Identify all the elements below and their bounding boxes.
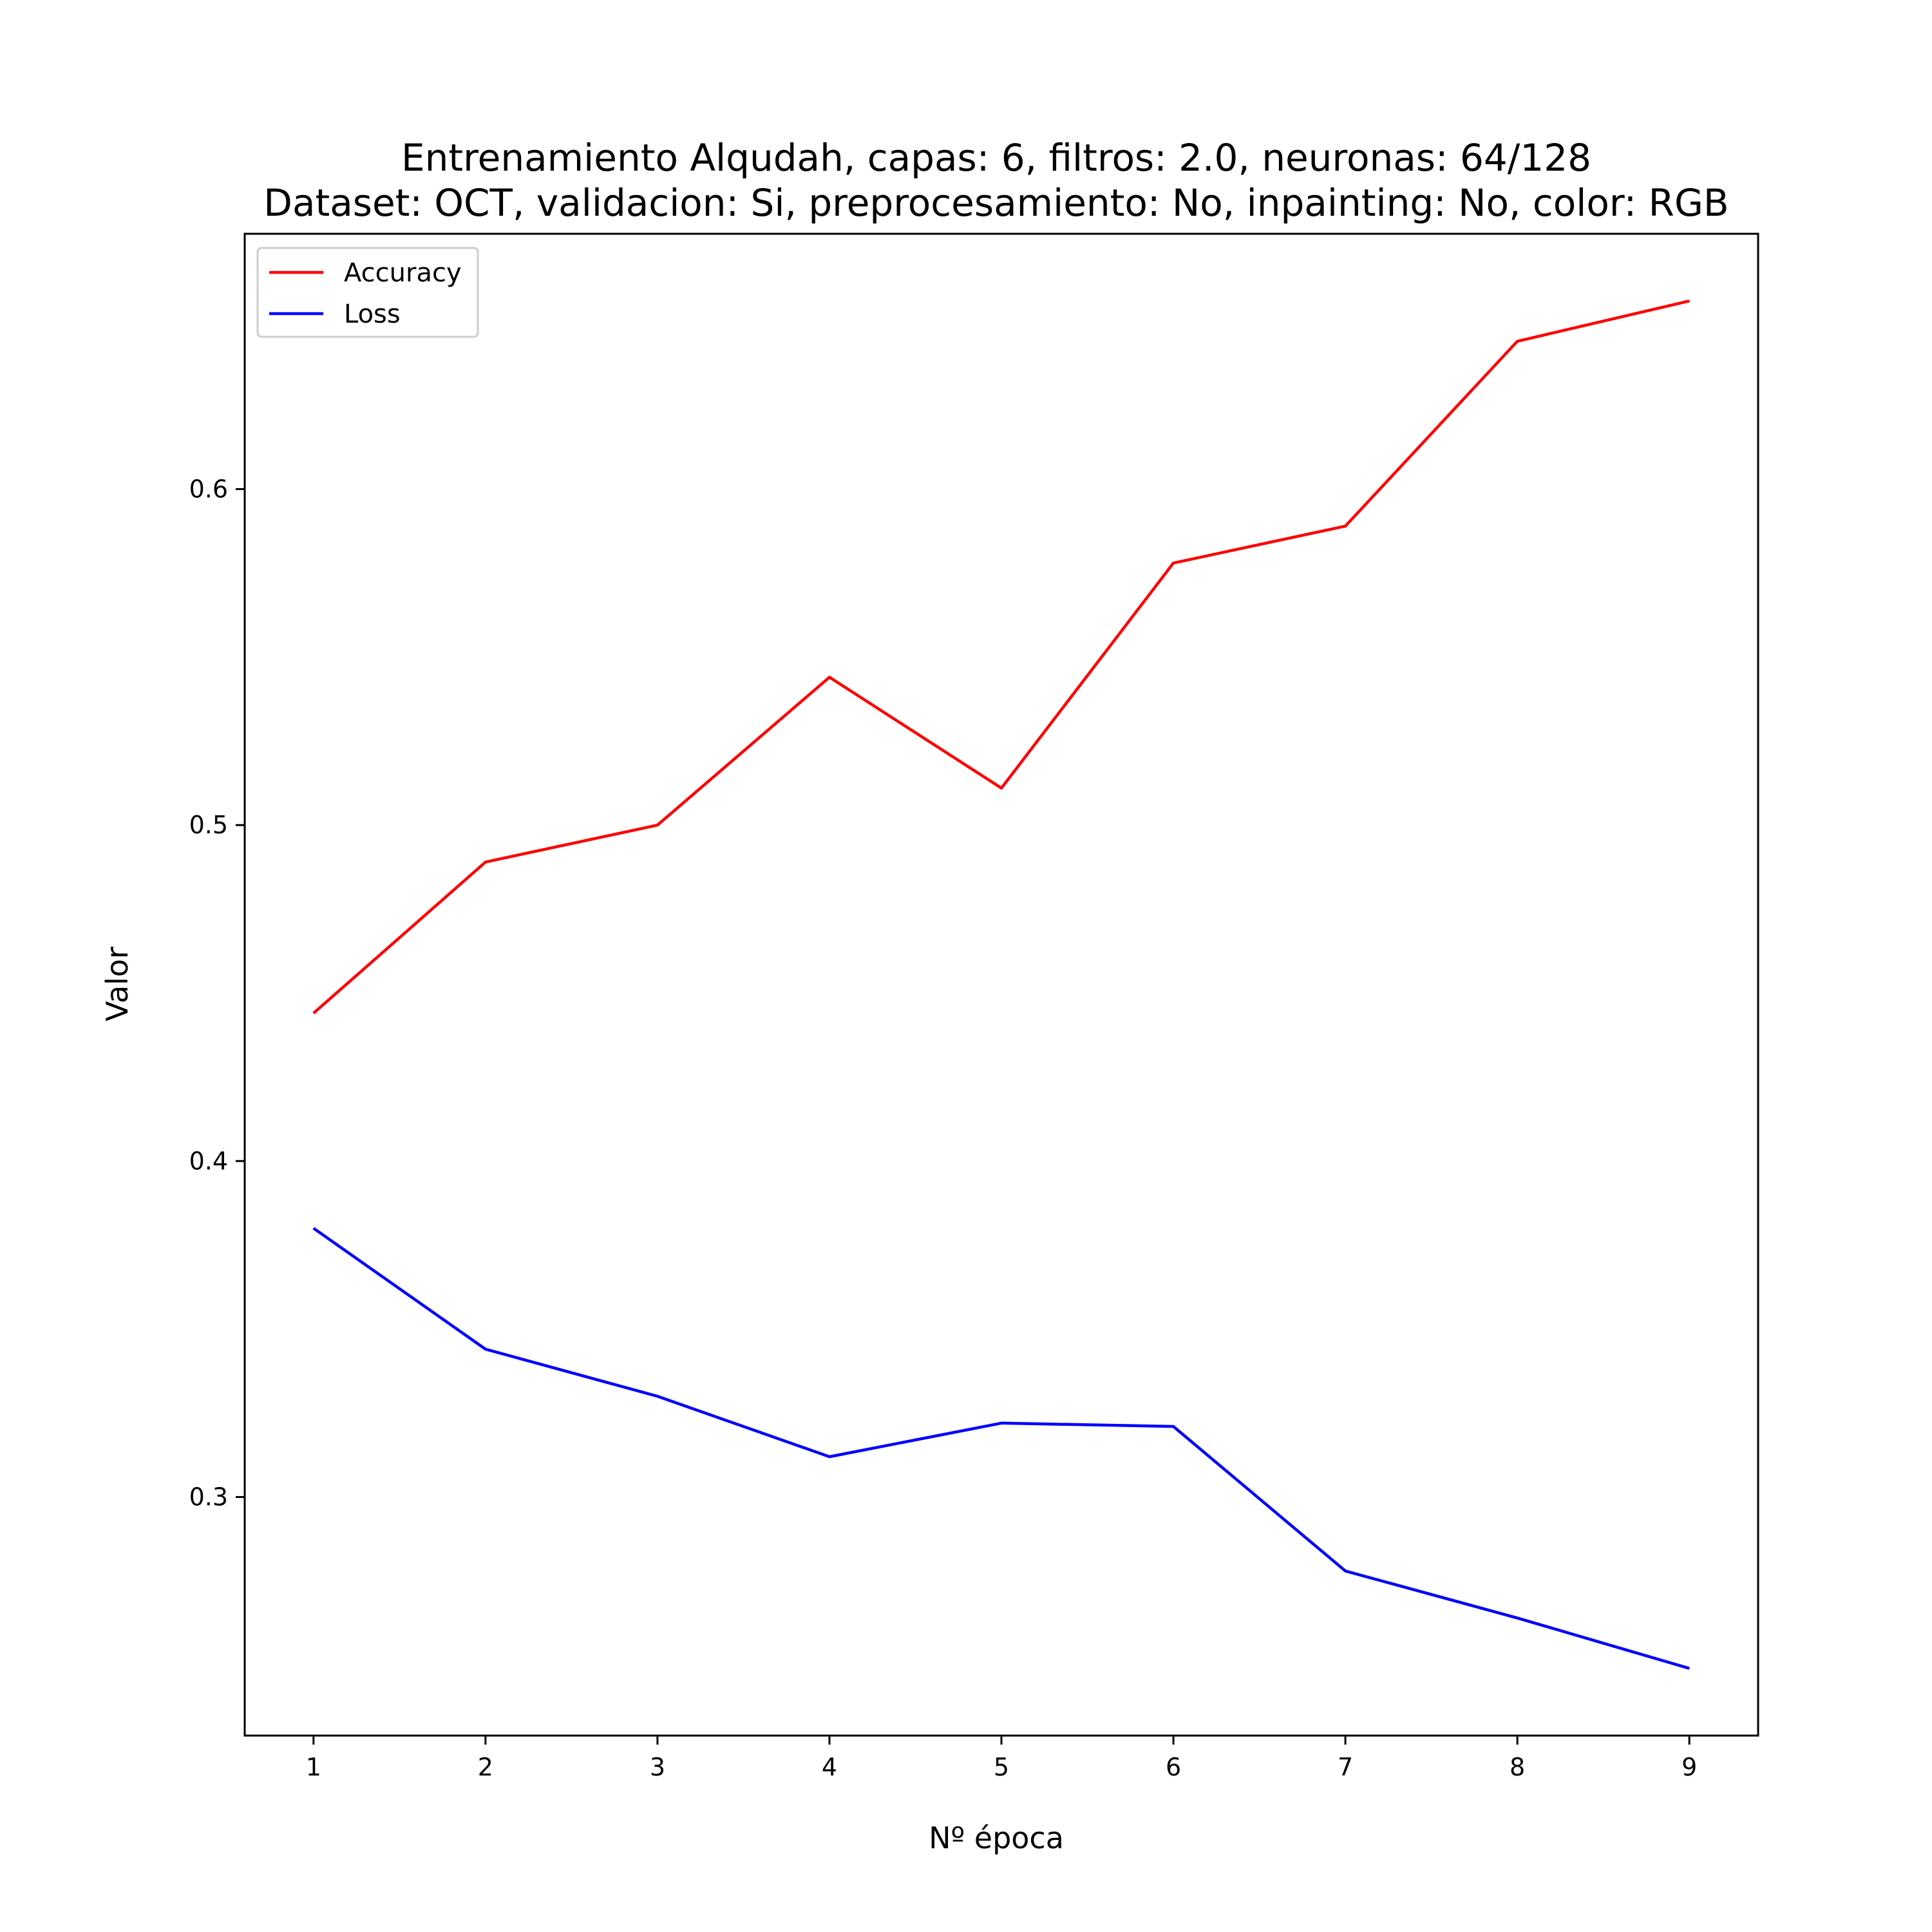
data-point-loss xyxy=(485,1349,486,1350)
x-tick-label: 4 xyxy=(822,1753,837,1781)
chart-title: Entrenamiento Alqudah, capas: 6, filtros… xyxy=(401,136,1591,180)
x-tick-label: 8 xyxy=(1510,1753,1525,1781)
data-point-loss xyxy=(1173,1426,1174,1427)
y-axis-ticks: 0.3 0.4 0.5 0.6 xyxy=(189,475,245,1511)
data-point-accuracy xyxy=(1173,562,1174,564)
series-lines xyxy=(312,299,1690,1670)
x-tick-label: 1 xyxy=(306,1753,321,1781)
chart-subtitle: Dataset: OCT, validacion: Si, preprocesa… xyxy=(263,181,1728,225)
x-axis-ticks: 1 2 3 4 5 6 7 8 9 xyxy=(306,1736,1697,1781)
legend-label-accuracy: Accuracy xyxy=(344,258,462,288)
y-tick-label: 0.5 xyxy=(189,811,228,839)
x-tick-label: 7 xyxy=(1338,1753,1353,1781)
x-tick-label: 3 xyxy=(650,1753,665,1781)
y-tick-label: 0.3 xyxy=(189,1483,228,1511)
legend: Accuracy Loss xyxy=(256,247,479,338)
x-tick-label: 6 xyxy=(1166,1753,1181,1781)
data-point-accuracy xyxy=(313,1012,314,1014)
data-point-loss xyxy=(657,1396,658,1397)
x-tick-label: 5 xyxy=(994,1753,1009,1781)
data-point-loss xyxy=(1689,1668,1690,1669)
legend-label-loss: Loss xyxy=(344,299,401,329)
data-point-loss xyxy=(313,1227,314,1229)
plot-frame xyxy=(243,232,1759,1737)
series-line-accuracy xyxy=(312,299,1690,1014)
series-line-loss xyxy=(312,1227,1690,1670)
x-tick-label: 9 xyxy=(1681,1753,1697,1781)
x-axis-label: Nº época xyxy=(929,1821,1064,1855)
y-tick-label: 0.6 xyxy=(189,475,228,503)
y-axis-label: Valor xyxy=(100,947,135,1021)
data-point-accuracy xyxy=(657,824,658,826)
y-tick-label: 0.4 xyxy=(189,1147,228,1175)
x-tick-label: 2 xyxy=(478,1753,493,1781)
